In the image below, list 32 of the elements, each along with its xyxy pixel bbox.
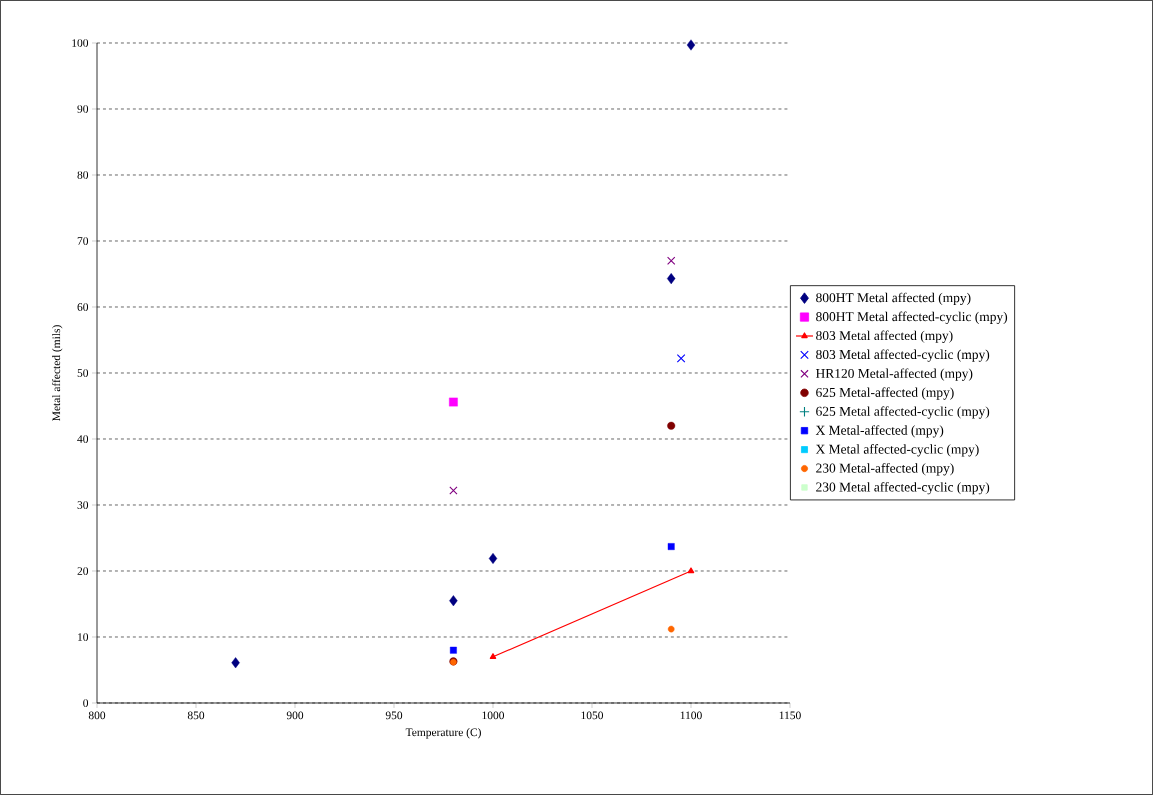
x-tick-label: 800 (88, 711, 106, 720)
legend-label: 625 Metal-affected (mpy) (816, 387, 954, 400)
legend-label: 230 Metal affected-cyclic (mpy) (816, 481, 990, 495)
y-tick-label: 20 (77, 567, 89, 575)
y-tick-label: 50 (77, 369, 89, 377)
x-tick-label: 1100 (680, 711, 702, 720)
legend-label: 800HT Metal affected (mpy) (816, 292, 971, 306)
y-tick-label: 70 (77, 237, 89, 245)
x-axis-title: Temperature (C) (405, 728, 481, 739)
x-tick-label: 1150 (779, 711, 801, 720)
y-axis-title: Metal affected (mils) (51, 325, 63, 421)
legend-label: 803 Metal affected-cyclic (mpy) (816, 349, 990, 362)
legend-label: X Metal affected-cyclic (mpy) (815, 444, 979, 457)
y-tick-label: 10 (78, 633, 89, 641)
legend-label: 803 Metal affected (mpy) (816, 330, 953, 343)
y-tick-label: 60 (77, 303, 89, 311)
y-tick-label: 80 (77, 171, 89, 179)
x-tick-label: 950 (385, 711, 403, 720)
legend-label: X Metal-affected (mpy) (815, 425, 944, 438)
y-tick-label: 100 (72, 39, 89, 47)
legend-label: 230 Metal-affected (mpy) (816, 463, 954, 476)
legend-label: 625 Metal affected-cyclic (mpy) (816, 406, 990, 419)
x-tick-label: 1050 (581, 711, 604, 720)
x-tick-label: 850 (187, 711, 205, 720)
y-tick-label: 30 (77, 501, 89, 509)
legend-label: HR120 Metal-affected (mpy) (815, 368, 973, 381)
x-tick-label: 900 (286, 711, 304, 720)
legend-label: 800HT Metal affected-cyclic (mpy) (816, 311, 1008, 324)
y-tick-label: 0 (83, 699, 89, 707)
y-tick-label: 90 (77, 105, 89, 113)
x-tick-label: 1000 (482, 711, 505, 720)
y-tick-label: 40 (77, 435, 89, 443)
